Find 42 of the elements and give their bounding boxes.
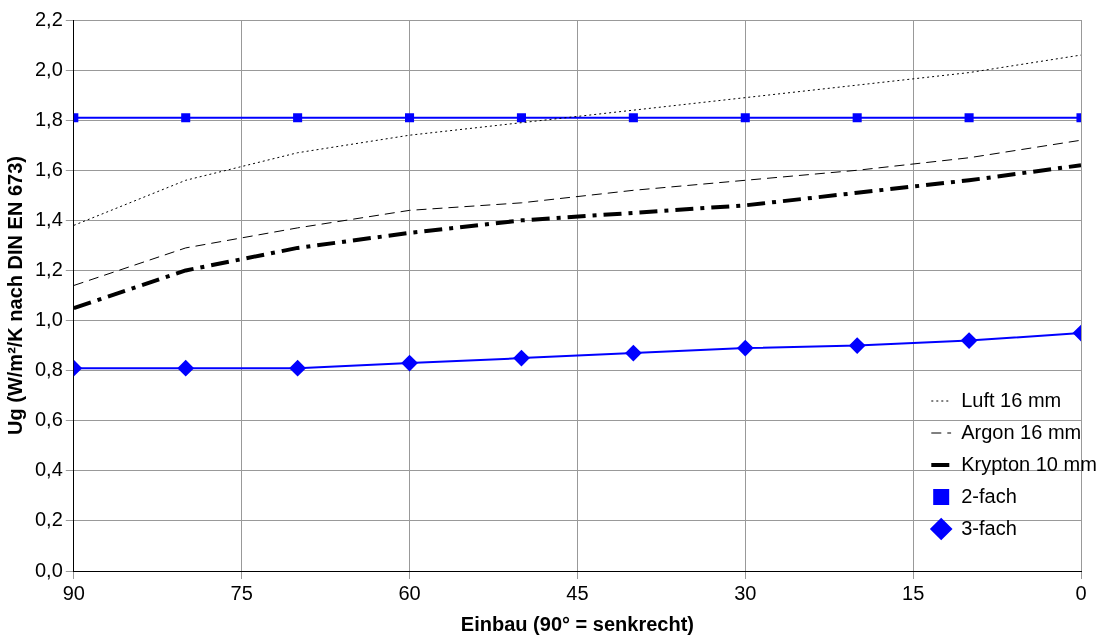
y-tick-label: 0,2 (34, 508, 63, 531)
x-tick-label: 0 (1075, 581, 1087, 604)
point (737, 340, 754, 357)
point (177, 360, 194, 377)
y-tick-label: 0,0 (34, 558, 63, 581)
x-tick-label: 75 (230, 581, 253, 604)
point (513, 350, 530, 367)
y-tick-label: 2,2 (34, 7, 63, 30)
point (852, 113, 862, 123)
point (405, 113, 415, 123)
x-tick-label: 45 (566, 581, 589, 604)
y-tick-label: 1,6 (34, 157, 63, 180)
point (740, 113, 750, 123)
y-tick-label: 1,0 (34, 308, 63, 331)
y-tick-label: 0,4 (34, 458, 63, 481)
y-tick-label: 1,2 (34, 257, 63, 280)
point (961, 332, 978, 349)
point (516, 113, 526, 123)
x-tick-label: 90 (62, 581, 85, 604)
y-tick-label: 0,6 (34, 408, 63, 431)
y-tick-label: 1,4 (34, 207, 63, 230)
legend-label: 2-fach (961, 484, 1017, 507)
point (289, 360, 306, 377)
point (849, 337, 866, 354)
point (181, 113, 191, 123)
x-axis-title: Einbau (90° = senkrecht) (460, 612, 694, 635)
legend-label: 3-fach (961, 516, 1017, 539)
legend-label: Luft 16 mm (961, 388, 1062, 411)
x-tick-label: 15 (902, 581, 925, 604)
legend-label: Krypton 10 mm (961, 452, 1097, 475)
point (401, 355, 418, 372)
point (964, 113, 974, 123)
y-tick-label: 2,0 (34, 57, 63, 80)
x-tick-label: 60 (398, 581, 421, 604)
y-tick-label: 0,8 (34, 358, 63, 381)
y-axis-title: Ug (W/m²/K nach DIN EN 673) (3, 156, 26, 435)
point (293, 113, 303, 123)
point (625, 345, 642, 362)
y-tick-label: 1,8 (34, 107, 63, 130)
point (628, 113, 638, 123)
x-tick-label: 30 (734, 581, 757, 604)
legend-label: Argon 16 mm (961, 420, 1082, 443)
